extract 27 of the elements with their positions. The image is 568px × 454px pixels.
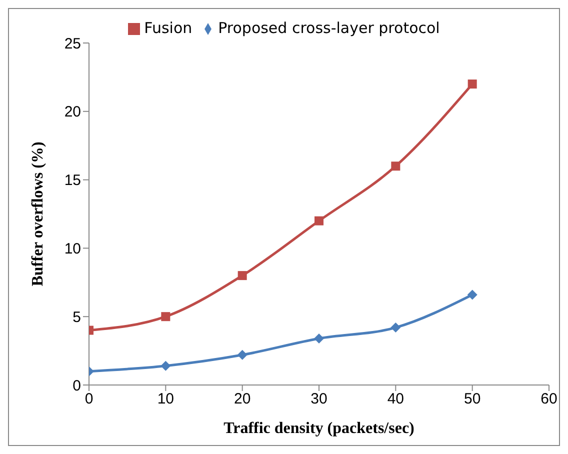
x-tick-label: 40	[387, 390, 404, 408]
y-tick-label: 20	[64, 104, 81, 121]
x-axis-title: Traffic density (packets/sec)	[224, 420, 414, 437]
x-tick-label: 10	[157, 390, 174, 408]
point	[161, 312, 170, 322]
point	[468, 80, 477, 89]
x-tick-label: 0	[84, 390, 94, 408]
point	[314, 333, 324, 344]
point	[467, 290, 478, 300]
point	[238, 271, 247, 280]
legend-label: Proposed cross-layer protocol	[218, 19, 440, 37]
y-tick-label: 5	[72, 308, 81, 326]
legend-label: Fusion	[144, 19, 192, 37]
y-tick-label: 15	[64, 172, 81, 190]
y-axis-title: Buffer overflows (%)	[30, 142, 47, 286]
point	[160, 360, 171, 371]
point	[237, 350, 248, 360]
x-tick-label: 50	[464, 390, 481, 408]
x-tick-label: 30	[310, 390, 328, 408]
y-tick-label: 0	[72, 377, 81, 394]
y-tick-label: 25	[64, 35, 81, 52]
point	[314, 216, 324, 226]
x-tick-label: 60	[540, 390, 558, 408]
x-tick-label: 20	[234, 390, 251, 408]
point	[390, 322, 401, 333]
y-tick-label: 10	[64, 240, 81, 258]
point	[391, 162, 400, 171]
